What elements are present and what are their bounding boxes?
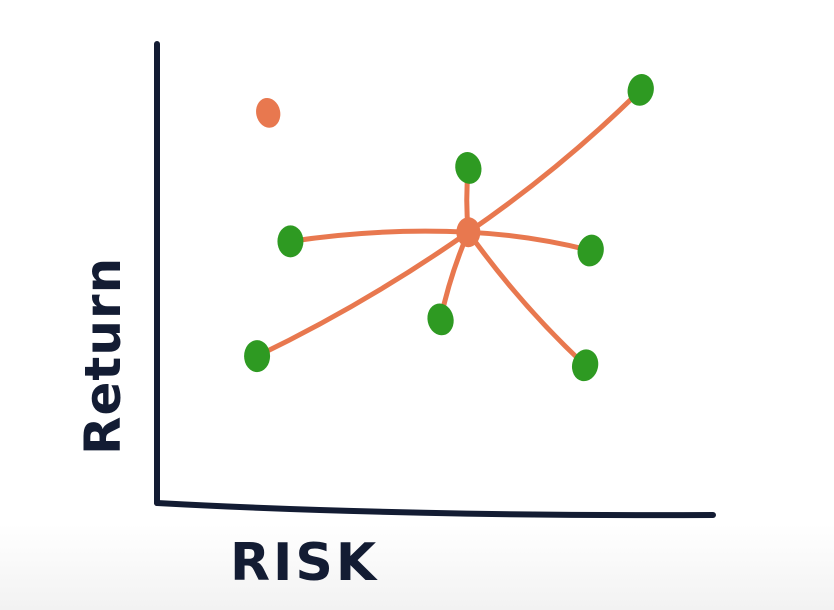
green-point xyxy=(277,225,304,258)
y-axis-label: Return xyxy=(74,257,132,455)
x-axis-line xyxy=(154,500,716,519)
orange-point xyxy=(256,97,281,128)
green-point xyxy=(627,74,654,106)
green-point xyxy=(571,349,599,382)
green-point xyxy=(427,303,454,336)
connection-line xyxy=(465,229,594,254)
data-points xyxy=(244,74,654,382)
connection-lines xyxy=(254,87,644,368)
connection-line xyxy=(465,229,588,368)
green-point xyxy=(244,340,271,373)
x-axis-label: RISK xyxy=(230,533,379,593)
connection-line xyxy=(254,229,471,359)
green-point xyxy=(455,152,482,184)
y-axis-line xyxy=(153,41,161,506)
green-point xyxy=(577,234,604,267)
connection-line xyxy=(465,87,644,235)
connection-line xyxy=(287,228,471,244)
orange-point xyxy=(456,217,481,248)
